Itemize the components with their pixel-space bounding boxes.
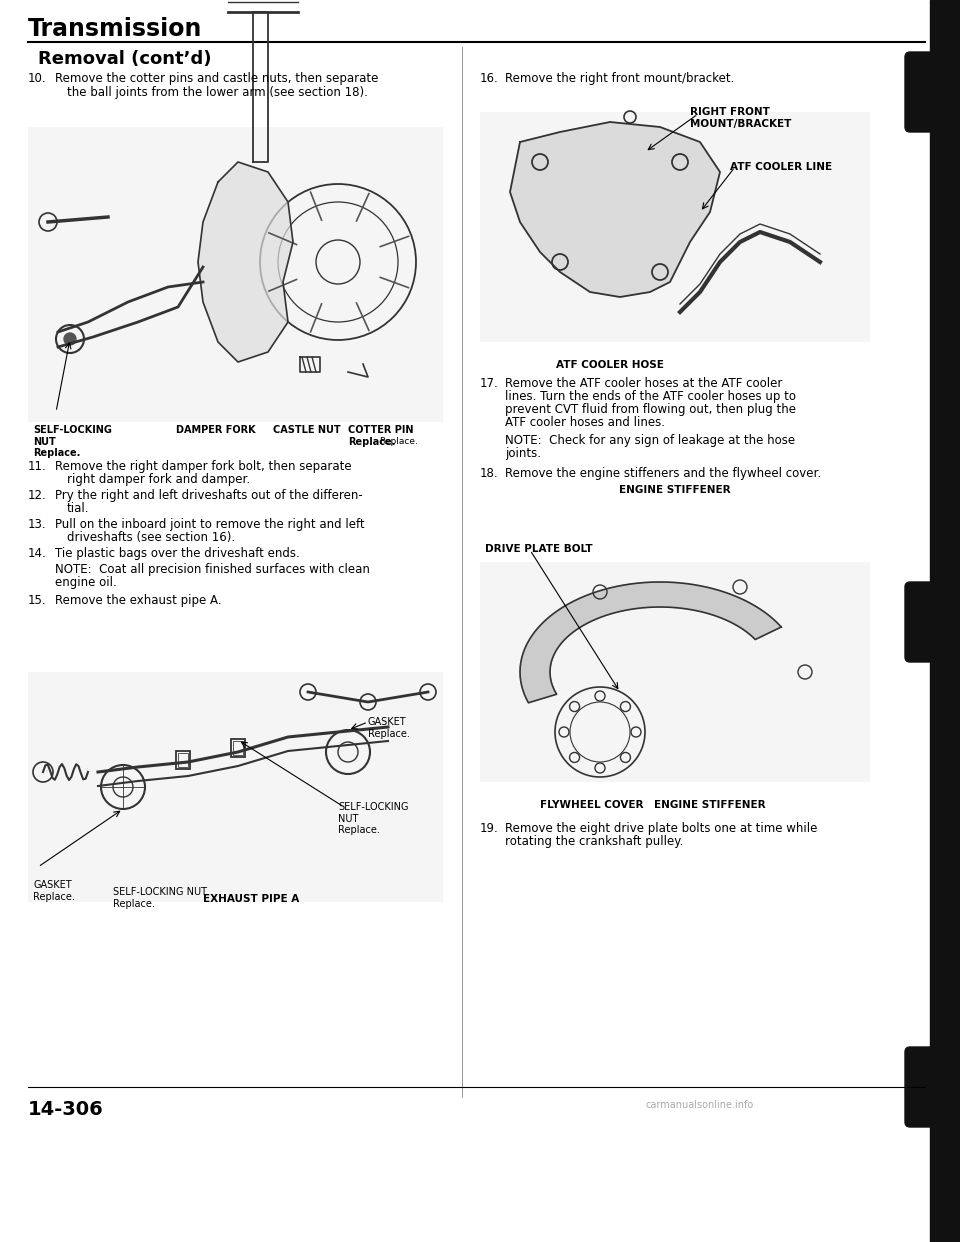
- Text: prevent CVT fluid from flowing out, then plug the: prevent CVT fluid from flowing out, then…: [505, 402, 796, 416]
- Polygon shape: [520, 582, 781, 703]
- Text: Pry the right and left driveshafts out of the differen-: Pry the right and left driveshafts out o…: [55, 489, 363, 502]
- Text: tial.: tial.: [67, 502, 89, 515]
- Text: Transmission: Transmission: [28, 17, 203, 41]
- Bar: [480, 561, 870, 782]
- Text: Remove the right damper fork bolt, then separate: Remove the right damper fork bolt, then …: [55, 460, 351, 473]
- Text: 19.: 19.: [480, 822, 499, 835]
- Text: Tie plastic bags over the driveshaft ends.: Tie plastic bags over the driveshaft end…: [55, 546, 300, 560]
- Text: the ball joints from the lower arm (see section 18).: the ball joints from the lower arm (see …: [67, 86, 368, 99]
- Text: lines. Turn the ends of the ATF cooler hoses up to: lines. Turn the ends of the ATF cooler h…: [505, 390, 796, 402]
- Text: ENGINE STIFFENER: ENGINE STIFFENER: [619, 484, 731, 496]
- Bar: [233, 741, 243, 755]
- Text: 14-306: 14-306: [28, 1100, 104, 1119]
- Text: 15.: 15.: [28, 594, 47, 607]
- Polygon shape: [510, 122, 720, 297]
- Circle shape: [64, 333, 76, 345]
- Polygon shape: [198, 161, 293, 361]
- Text: driveshafts (see section 16).: driveshafts (see section 16).: [67, 532, 235, 544]
- Text: 17.: 17.: [480, 378, 499, 390]
- Text: 16.: 16.: [480, 72, 499, 84]
- Text: RIGHT FRONT
MOUNT/BRACKET: RIGHT FRONT MOUNT/BRACKET: [690, 107, 791, 129]
- Text: EXHAUST PIPE A: EXHAUST PIPE A: [203, 894, 300, 904]
- Text: Pull on the inboard joint to remove the right and left: Pull on the inboard joint to remove the …: [55, 518, 365, 532]
- Bar: [930, 0, 960, 1242]
- Text: DAMPER FORK: DAMPER FORK: [176, 425, 255, 435]
- Text: Remove the right front mount/bracket.: Remove the right front mount/bracket.: [505, 72, 734, 84]
- Text: 18.: 18.: [480, 467, 498, 479]
- Text: SELF-LOCKING NUT
Replace.: SELF-LOCKING NUT Replace.: [113, 887, 207, 909]
- Text: CASTLE NUT: CASTLE NUT: [273, 425, 341, 435]
- Text: GASKET
Replace.: GASKET Replace.: [368, 717, 410, 739]
- Text: SELF-LOCKING
NUT
Replace.: SELF-LOCKING NUT Replace.: [338, 802, 409, 835]
- Text: ATF COOLER HOSE: ATF COOLER HOSE: [556, 360, 664, 370]
- Bar: [28, 672, 443, 902]
- Text: Remove the cotter pins and castle nuts, then separate: Remove the cotter pins and castle nuts, …: [55, 72, 378, 84]
- Text: 13.: 13.: [28, 518, 47, 532]
- Text: rotating the crankshaft pulley.: rotating the crankshaft pulley.: [505, 835, 684, 848]
- Text: joints.: joints.: [505, 447, 541, 460]
- Text: Remove the exhaust pipe A.: Remove the exhaust pipe A.: [55, 594, 222, 607]
- Text: 12.: 12.: [28, 489, 47, 502]
- Text: NOTE:  Coat all precision finished surfaces with clean: NOTE: Coat all precision finished surfac…: [55, 563, 370, 576]
- Text: 11.: 11.: [28, 460, 47, 473]
- FancyBboxPatch shape: [905, 1047, 955, 1126]
- Text: SELF-LOCKING
NUT
Replace.: SELF-LOCKING NUT Replace.: [33, 425, 112, 458]
- Text: FLYWHEEL COVER: FLYWHEEL COVER: [540, 800, 643, 810]
- Text: GASKET
Replace.: GASKET Replace.: [33, 881, 75, 902]
- Text: Removal (cont’d): Removal (cont’d): [38, 50, 211, 68]
- Text: ENGINE STIFFENER: ENGINE STIFFENER: [654, 800, 766, 810]
- FancyBboxPatch shape: [905, 582, 955, 662]
- Text: 10.: 10.: [28, 72, 47, 84]
- Bar: [231, 739, 245, 758]
- Text: ATF cooler hoses and lines.: ATF cooler hoses and lines.: [505, 416, 665, 428]
- Text: engine oil.: engine oil.: [55, 576, 117, 589]
- Text: Remove the eight drive plate bolts one at time while: Remove the eight drive plate bolts one a…: [505, 822, 817, 835]
- Text: ATF COOLER LINE: ATF COOLER LINE: [730, 161, 832, 171]
- Bar: [178, 753, 188, 768]
- Bar: [28, 127, 443, 422]
- Text: carmanualsonline.info: carmanualsonline.info: [646, 1100, 755, 1110]
- Text: DRIVE PLATE BOLT: DRIVE PLATE BOLT: [485, 544, 592, 554]
- Bar: [480, 112, 870, 342]
- Text: COTTER PIN
Replace.: COTTER PIN Replace.: [348, 425, 414, 447]
- Text: Replace.: Replace.: [379, 437, 418, 446]
- Bar: [176, 751, 190, 769]
- Text: Remove the engine stiffeners and the flywheel cover.: Remove the engine stiffeners and the fly…: [505, 467, 821, 479]
- FancyBboxPatch shape: [905, 52, 955, 132]
- Text: 14.: 14.: [28, 546, 47, 560]
- Text: Remove the ATF cooler hoses at the ATF cooler: Remove the ATF cooler hoses at the ATF c…: [505, 378, 782, 390]
- Text: right damper fork and damper.: right damper fork and damper.: [67, 473, 251, 486]
- Text: NOTE:  Check for any sign of leakage at the hose: NOTE: Check for any sign of leakage at t…: [505, 433, 795, 447]
